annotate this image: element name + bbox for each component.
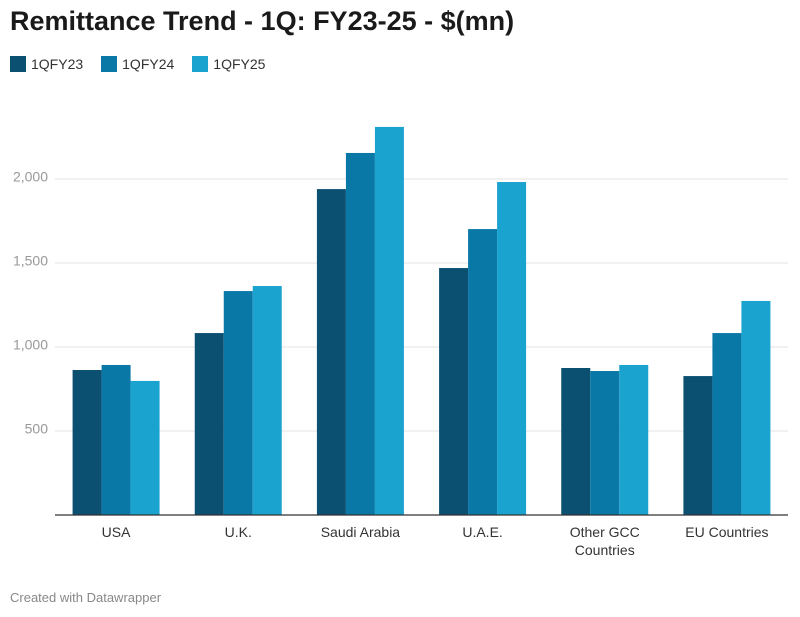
legend-swatch: [192, 56, 209, 72]
bar: [223, 291, 253, 515]
bar: [130, 380, 160, 515]
bar: [561, 368, 591, 515]
y-tick-label: 1,500: [13, 253, 48, 269]
x-tick-label: Other GCC Countries: [569, 524, 640, 558]
legend-item: 1QFY23: [10, 56, 83, 72]
legend-swatch: [10, 56, 26, 72]
legend-item: 1QFY25: [192, 56, 265, 72]
bar: [374, 126, 404, 516]
y-tick-label: 2,000: [13, 169, 48, 185]
bar: [619, 364, 649, 515]
legend-item: 1QFY24: [101, 56, 174, 72]
credit: Created with Datawrapper: [10, 590, 162, 605]
bar: [468, 229, 498, 515]
legend-label: 1QFY24: [122, 56, 175, 72]
x-tick-label: EU Countries: [685, 524, 769, 540]
y-tick-label: 500: [25, 421, 49, 437]
x-tick-label: USA: [101, 524, 131, 540]
bar: [590, 371, 620, 515]
bar: [497, 182, 527, 516]
x-tick-label: U.K.: [224, 524, 252, 540]
y-tick-label: 1,000: [13, 337, 48, 353]
bar: [194, 333, 224, 515]
bar: [72, 370, 102, 515]
bar: [439, 268, 469, 515]
bar: [101, 364, 131, 515]
bar: [712, 333, 742, 515]
bar: [252, 286, 282, 515]
bar: [741, 300, 771, 515]
legend-swatch: [101, 56, 118, 72]
legend-label: 1QFY23: [31, 56, 84, 72]
chart-title: Remittance Trend - 1Q: FY23-25 - $(mn): [10, 6, 515, 36]
bar: [683, 376, 713, 515]
bar: [345, 152, 375, 515]
bar: [316, 189, 346, 515]
legend: 1QFY23 1QFY24 1QFY25: [10, 56, 265, 72]
x-tick-label: Saudi Arabia: [320, 524, 401, 540]
legend-label: 1QFY25: [213, 56, 266, 72]
x-tick-label: U.A.E.: [462, 524, 503, 540]
